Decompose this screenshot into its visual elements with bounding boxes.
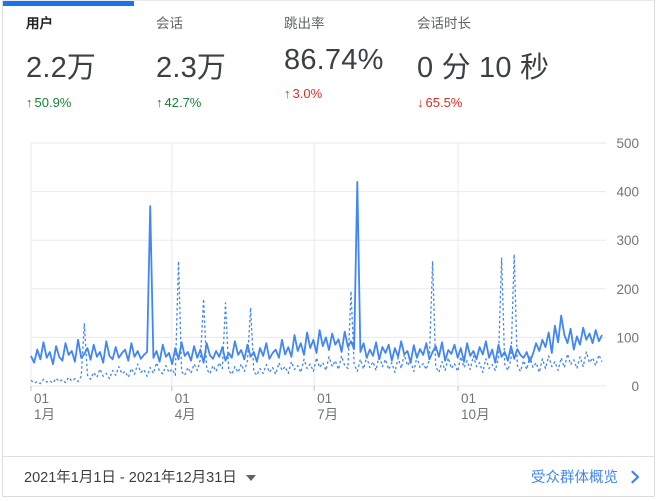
metric-tab-sessions[interactable]: 会话 2.3万 ↑ 42.7% [156, 15, 282, 110]
metric-delta: ↑ 42.7% [156, 95, 282, 110]
metric-tab-users[interactable]: 用户 2.2万 ↑ 50.9% [26, 15, 152, 110]
metric-delta: ↑ 3.0% [284, 86, 410, 101]
metric-label: 会话 [156, 16, 183, 31]
y-axis-label: 0 [631, 379, 639, 394]
audience-overview-label: 受众群体概览 [531, 470, 618, 486]
y-axis-label: 300 [616, 233, 639, 248]
metric-delta-value: 42.7% [164, 95, 202, 110]
x-axis-label-month: 4月 [175, 407, 196, 422]
active-tab-indicator [3, 1, 134, 6]
metric-label: 用户 [26, 16, 53, 31]
caret-down-icon [245, 474, 256, 481]
y-axis-label: 500 [616, 136, 639, 151]
metric-delta-value: 3.0% [292, 86, 323, 101]
metric-tab-session-duration[interactable]: 会话时长 0 分 10 秒 ↓ 65.5% [417, 15, 550, 110]
arrow-down-icon: ↓ [417, 95, 424, 110]
x-axis-label-month: 10月 [461, 407, 490, 422]
metric-delta: ↓ 65.5% [417, 95, 543, 110]
x-axis-label-day: 01 [175, 391, 190, 406]
metric-value: 0 分 10 秒 [417, 52, 550, 84]
metric-tab-bounce-rate[interactable]: 跳出率 86.74% ↑ 3.0% [284, 15, 410, 101]
chevron-right-icon [631, 470, 640, 483]
metric-delta: ↑ 50.9% [26, 95, 152, 110]
metric-value: 2.2万 [26, 52, 97, 84]
arrow-up-icon: ↑ [284, 86, 291, 101]
x-axis-label-month: 7月 [317, 407, 338, 422]
metric-value: 2.3万 [156, 52, 227, 84]
y-axis-label: 400 [616, 185, 639, 200]
y-axis-label: 200 [616, 282, 639, 297]
metric-label: 跳出率 [284, 16, 325, 31]
footer-bar: 2021年1月1日 - 2021年12月31日 受众群体概览 [3, 456, 654, 496]
y-axis-label: 100 [616, 330, 639, 345]
metric-value: 86.74% [284, 44, 384, 76]
x-axis-label-month: 1月 [34, 407, 55, 422]
arrow-up-icon: ↑ [156, 95, 163, 110]
metric-label: 会话时长 [417, 16, 471, 31]
series-current-period [30, 181, 603, 366]
audience-overview-link[interactable]: 受众群体概览 [531, 466, 642, 487]
x-axis-label-day: 01 [34, 391, 49, 406]
series-previous-period [30, 253, 603, 385]
date-range-label: 2021年1月1日 - 2021年12月31日 [24, 470, 237, 486]
metric-delta-value: 50.9% [34, 95, 72, 110]
metric-delta-value: 65.5% [425, 95, 463, 110]
x-axis-label-day: 01 [317, 391, 332, 406]
date-range-selector[interactable]: 2021年1月1日 - 2021年12月31日 [24, 466, 256, 487]
arrow-up-icon: ↑ [26, 95, 33, 110]
x-axis-label-day: 01 [461, 391, 476, 406]
